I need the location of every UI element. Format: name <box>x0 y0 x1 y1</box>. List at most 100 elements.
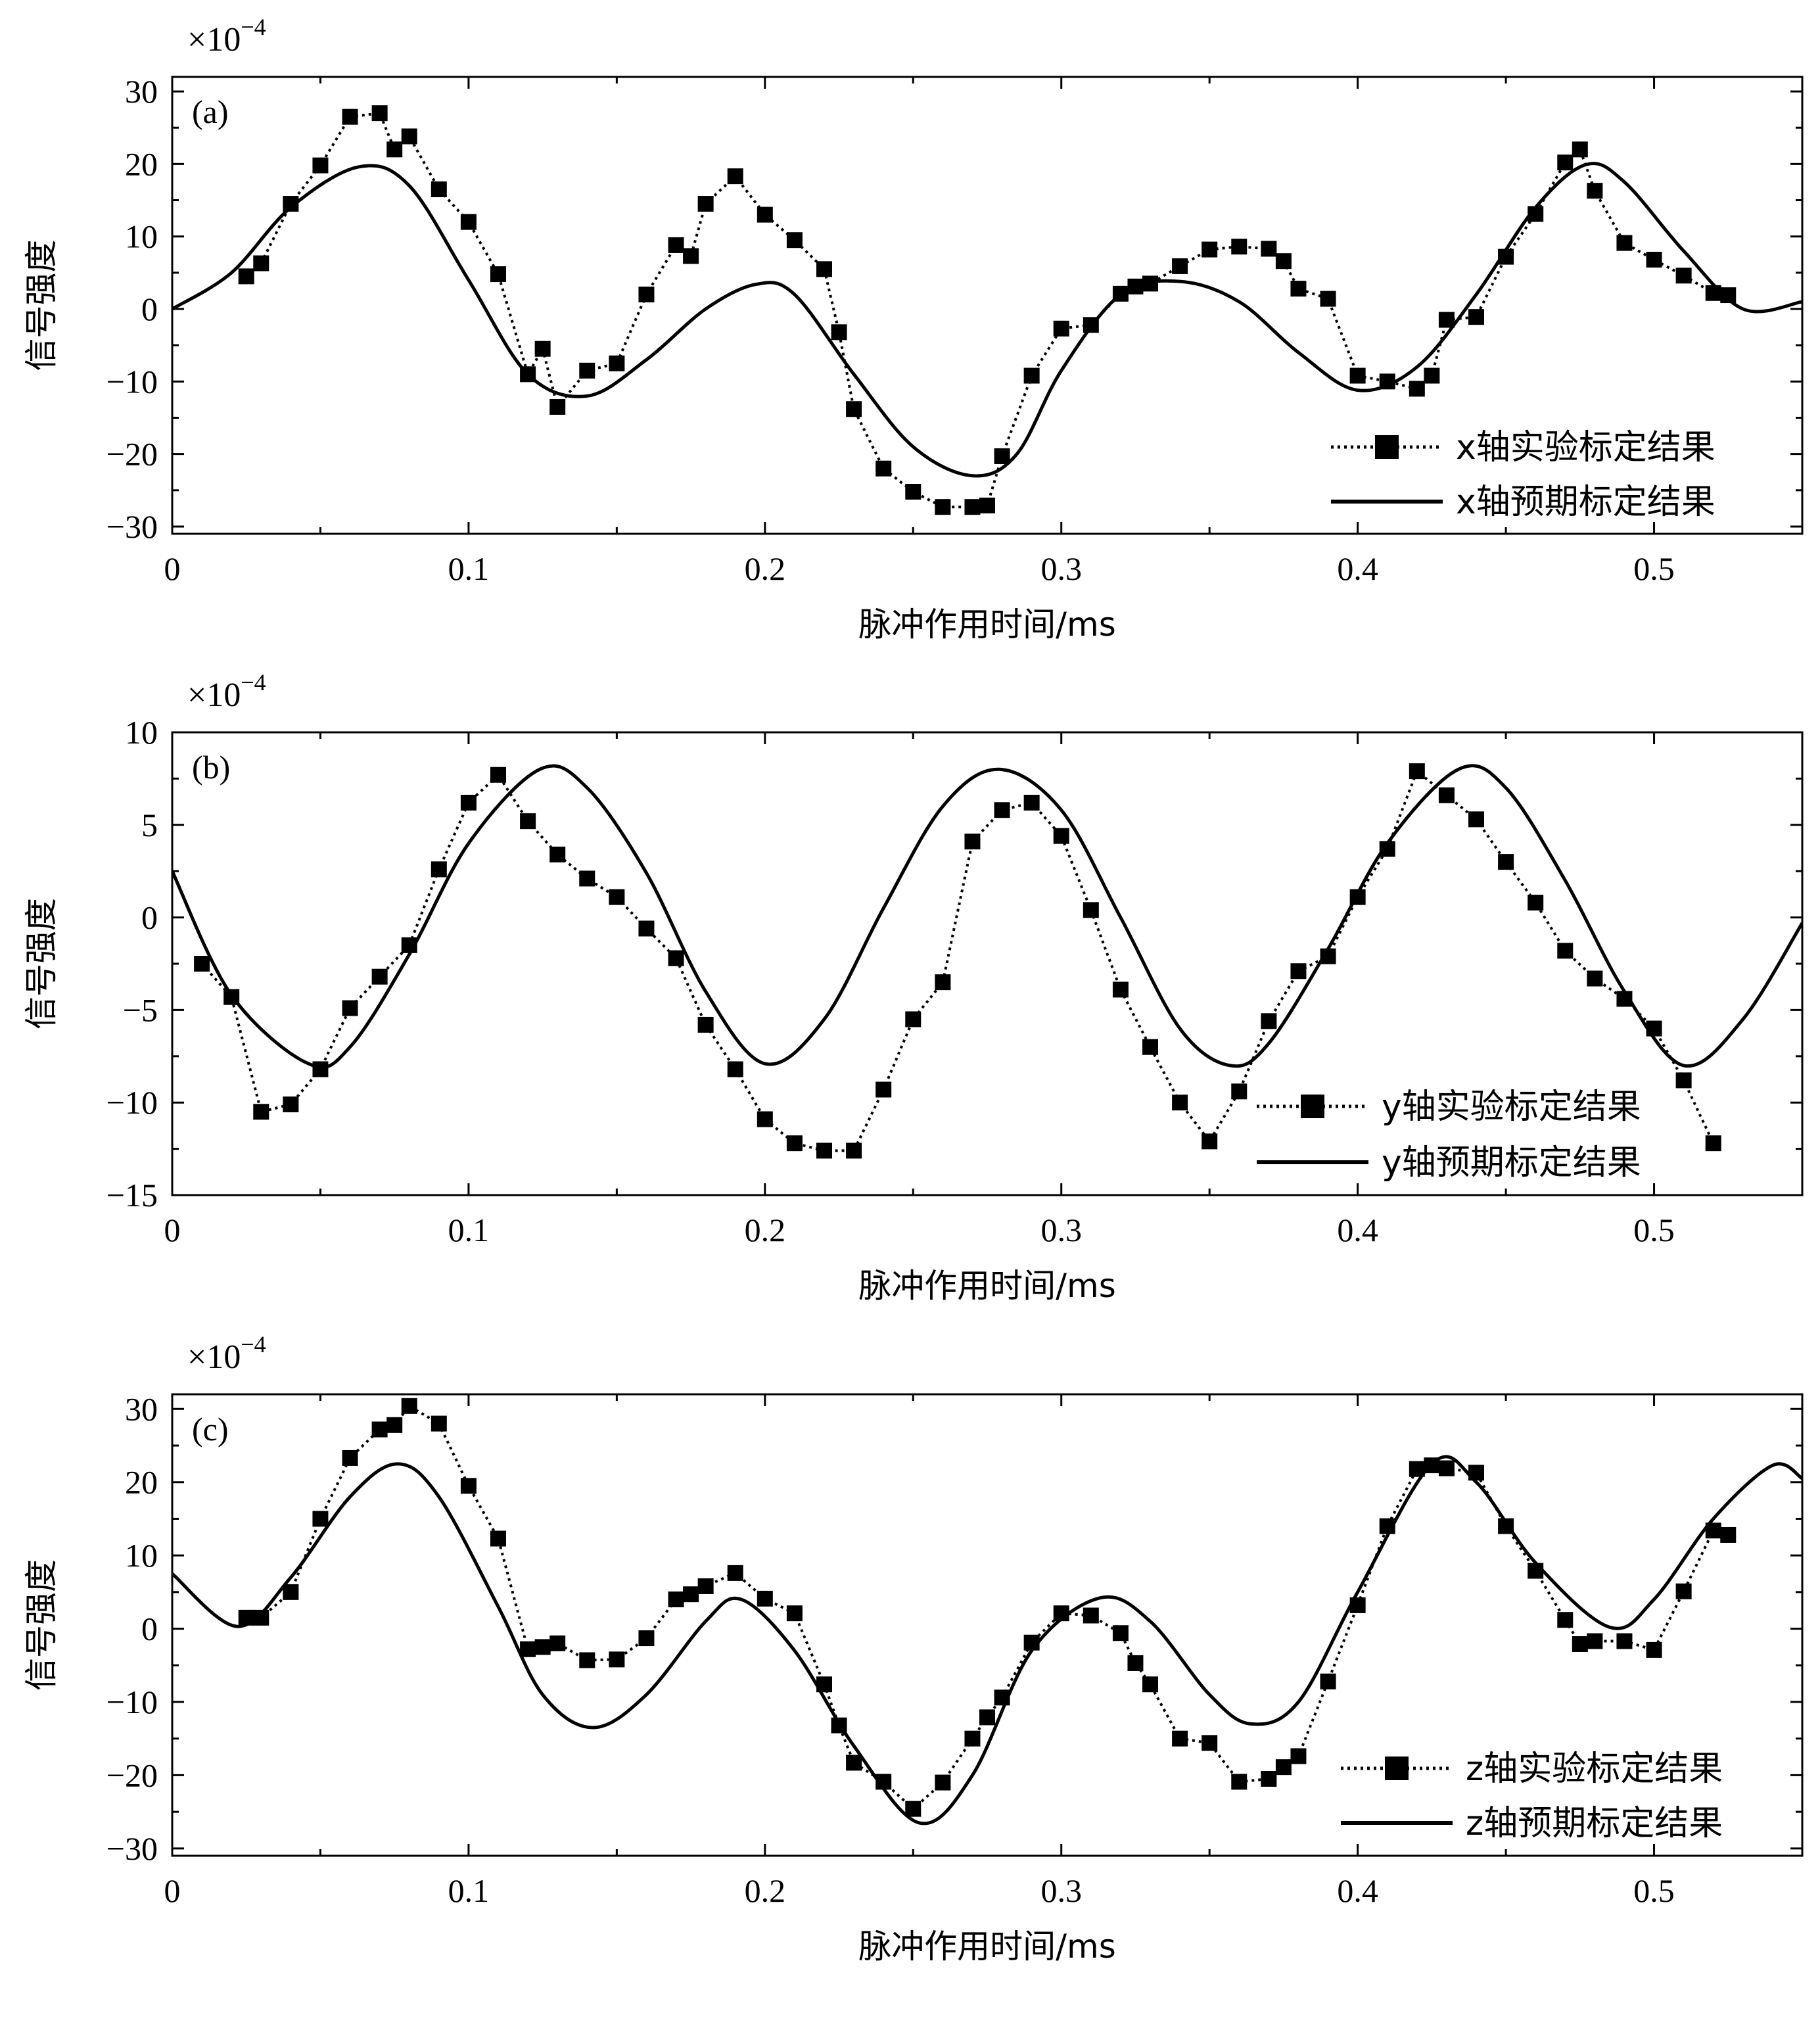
panel-label: (c) <box>192 1411 229 1448</box>
plot-series-group <box>172 763 1802 1159</box>
data-point-marker <box>935 499 951 515</box>
data-point-marker <box>831 324 847 341</box>
data-point-marker <box>757 1590 773 1607</box>
plot-frame <box>171 76 1804 535</box>
data-point-marker <box>1261 241 1277 257</box>
x-tick-label: 0 <box>164 1212 181 1248</box>
data-point-marker <box>460 795 477 811</box>
data-point-marker <box>964 834 981 850</box>
data-point-marker <box>1557 943 1574 959</box>
legend-swatch-marker <box>1375 435 1399 459</box>
data-point-marker <box>401 128 417 145</box>
x-tick-label: 0 <box>164 1872 181 1909</box>
data-point-marker <box>1572 141 1588 158</box>
x-tick-label: 0.5 <box>1633 1872 1675 1909</box>
data-point-marker <box>549 398 566 415</box>
data-point-marker <box>534 1639 551 1655</box>
y-tick-label: −10 <box>106 363 158 400</box>
data-point-marker <box>1172 258 1188 274</box>
data-point-marker <box>1557 154 1574 171</box>
x-tick-label: 0.3 <box>1040 1212 1082 1248</box>
data-point-marker <box>697 196 714 212</box>
plot-series-group <box>172 1398 1802 1826</box>
data-point-marker <box>1142 1676 1158 1693</box>
x-tick-label: 0.1 <box>448 1872 490 1909</box>
data-point-marker <box>683 1586 699 1603</box>
data-point-marker <box>549 1635 566 1651</box>
y-tick-label: −10 <box>106 1684 158 1720</box>
data-point-marker <box>371 1421 388 1438</box>
y-tick-label: −20 <box>106 436 158 473</box>
data-point-marker <box>905 484 922 500</box>
data-point-marker <box>342 1000 358 1016</box>
data-point-marker <box>460 214 477 230</box>
data-point-marker <box>1231 1774 1248 1790</box>
data-point-marker <box>490 266 506 283</box>
x-tick-label: 0.4 <box>1337 1872 1378 1909</box>
legend-swatch-marker <box>1385 1757 1409 1780</box>
data-point-marker <box>1083 1607 1099 1624</box>
data-point-marker <box>283 1584 299 1600</box>
y-tick-label: −20 <box>106 1757 158 1793</box>
x-tick-label: 0.5 <box>1633 550 1675 587</box>
data-point-marker <box>1320 291 1336 307</box>
y-tick-label: 0 <box>141 291 158 327</box>
data-point-marker <box>1261 1771 1277 1787</box>
data-point-marker <box>1675 1072 1692 1089</box>
data-point-marker <box>1202 1735 1218 1751</box>
legend: x轴实验标定结果 x轴预期标定结果 <box>1331 428 1715 522</box>
data-point-marker <box>757 1111 773 1127</box>
data-point-marker <box>816 1143 832 1159</box>
data-point-marker <box>312 157 329 174</box>
panel-label: (b) <box>192 749 230 786</box>
data-point-marker <box>1349 367 1366 384</box>
data-point-marker <box>1528 895 1544 911</box>
data-point-marker <box>1127 1655 1144 1671</box>
data-point-marker <box>371 105 388 122</box>
legend-entry-label: z轴预期标定结果 <box>1466 1804 1723 1843</box>
data-point-marker <box>1646 1641 1662 1658</box>
scale-factor-exponent: −4 <box>241 14 266 40</box>
data-point-marker <box>1468 309 1484 325</box>
data-point-marker <box>520 813 536 830</box>
panel-a: 0 0.1 0.2 0.3 0.4 0.5 −30 −20 −10 0 10 20 30 ×10−4 (a)… <box>22 14 1804 644</box>
data-point-marker <box>1572 1636 1588 1652</box>
y-tick-label: −10 <box>106 1084 158 1121</box>
x-axis-label: 脉冲作用时间/ms <box>858 605 1116 644</box>
data-point-marker <box>579 362 595 379</box>
data-point-marker <box>490 766 506 783</box>
data-point-marker <box>1409 381 1425 397</box>
data-point-marker <box>1261 1013 1277 1029</box>
data-point-marker <box>1498 854 1514 870</box>
x-tick-label: 0.2 <box>745 1212 786 1248</box>
data-point-marker <box>609 889 625 905</box>
data-point-marker <box>1409 763 1425 780</box>
data-point-marker <box>1053 828 1069 844</box>
data-point-marker <box>312 1511 329 1527</box>
data-point-marker <box>401 1398 417 1414</box>
data-point-marker <box>609 1651 625 1668</box>
y-tick-label: 30 <box>125 73 158 110</box>
series-line-expected <box>172 764 1802 1070</box>
data-point-marker <box>283 1097 299 1113</box>
data-point-marker <box>1290 281 1307 297</box>
data-point-marker <box>1587 970 1603 987</box>
data-point-marker <box>386 141 403 158</box>
data-point-marker <box>1231 239 1248 255</box>
y-axis-label: 信号强度 <box>22 898 60 1029</box>
data-point-marker <box>638 286 655 302</box>
data-point-marker <box>786 1135 803 1152</box>
data-point-marker <box>757 206 773 223</box>
x-tick-label: 0.3 <box>1040 550 1082 587</box>
x-tick-label: 0.5 <box>1633 1212 1675 1248</box>
x-axis-label: 脉冲作用时间/ms <box>858 1927 1116 1966</box>
data-point-marker <box>638 920 655 937</box>
y-tick-label: 5 <box>141 807 158 843</box>
data-point-marker <box>935 1774 951 1791</box>
data-point-marker <box>253 1104 269 1120</box>
data-point-marker <box>1172 1730 1188 1747</box>
scale-factor-exponent: −4 <box>241 1331 266 1357</box>
y-tick-label: −15 <box>106 1177 158 1214</box>
data-point-marker <box>1675 268 1692 284</box>
data-point-marker <box>964 499 981 515</box>
